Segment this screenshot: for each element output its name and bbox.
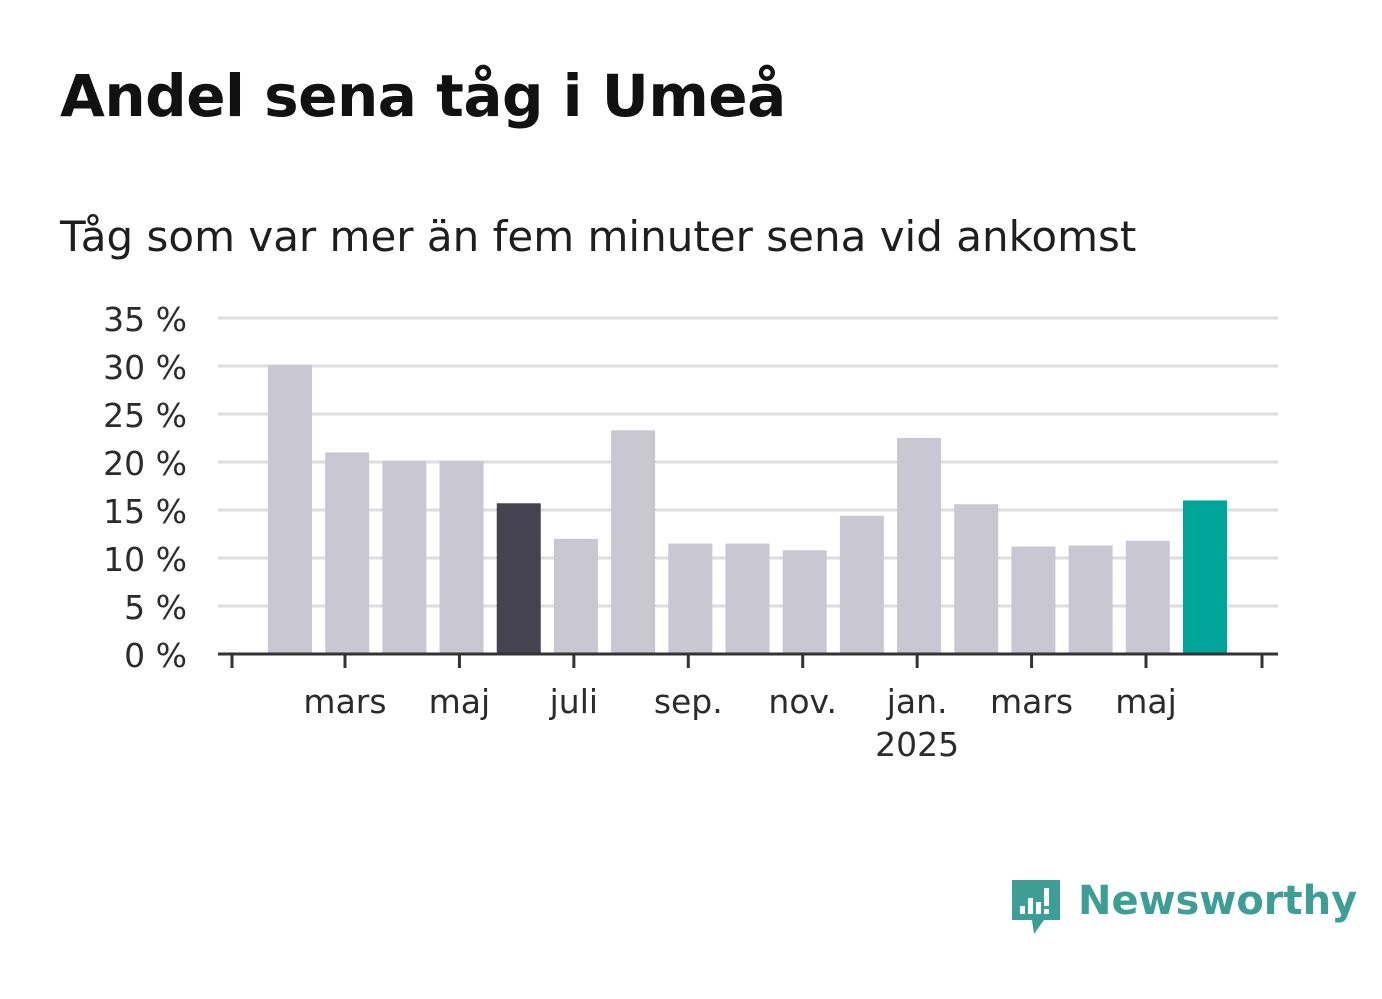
x-tick-year-label: 2025 (875, 725, 959, 764)
bar (1068, 545, 1113, 654)
x-tick-label: mars (990, 682, 1073, 721)
bar (382, 461, 427, 654)
bar (611, 430, 656, 654)
newsworthy-logo: Newsworthy (1010, 876, 1357, 946)
y-tick-label: 25 % (103, 396, 187, 435)
bar (268, 365, 312, 654)
logo-text: Newsworthy (1078, 878, 1358, 924)
bar (439, 461, 484, 654)
chart-title: Andel sena tåg i Umeå (60, 62, 786, 130)
x-tick-label: juli (549, 682, 598, 721)
bar (1183, 500, 1227, 654)
y-tick-label: 10 % (103, 540, 187, 579)
bar (954, 504, 999, 654)
y-tick-label: 5 % (124, 588, 187, 627)
y-tick-label: 15 % (103, 492, 187, 531)
bar (1125, 540, 1170, 654)
y-tick-label: 35 % (103, 300, 187, 339)
x-tick-label: nov. (768, 682, 837, 721)
bar (325, 452, 370, 654)
y-tick-label: 30 % (103, 348, 187, 387)
bar (782, 550, 827, 654)
bar (725, 543, 770, 654)
bar (668, 543, 713, 654)
x-tick-label: maj (429, 682, 491, 721)
newsworthy-logo-icon (1012, 880, 1060, 934)
x-tick-label: sep. (654, 682, 723, 721)
bar (1011, 546, 1056, 654)
y-tick-label: 20 % (103, 444, 187, 483)
x-tick-label: maj (1115, 682, 1177, 721)
bar (553, 538, 598, 654)
chart-subtitle: Tåg som var mer än fem minuter sena vid … (60, 212, 1137, 261)
x-tick-label: jan. (886, 682, 948, 721)
bar (839, 515, 884, 654)
bar (496, 503, 541, 654)
y-tick-label: 0 % (124, 636, 187, 675)
bar (897, 438, 942, 654)
x-tick-label: mars (303, 682, 386, 721)
